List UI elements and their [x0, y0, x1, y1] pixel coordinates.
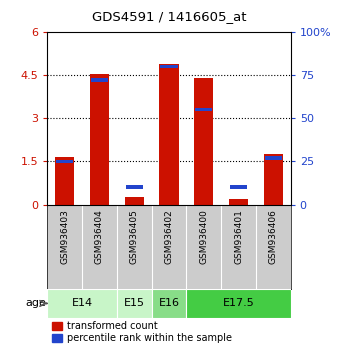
Bar	[186, 289, 291, 318]
Text: GSM936403: GSM936403	[60, 209, 69, 264]
Bar	[160, 64, 178, 205]
Text: GSM936406: GSM936406	[269, 209, 278, 264]
Bar	[194, 79, 213, 205]
Bar	[125, 196, 144, 205]
Bar	[117, 289, 152, 318]
Bar	[195, 108, 212, 112]
Bar	[90, 74, 109, 205]
Bar	[161, 64, 177, 68]
Text: GDS4591 / 1416605_at: GDS4591 / 1416605_at	[92, 10, 246, 23]
Text: age: age	[26, 298, 47, 308]
Text: E16: E16	[159, 298, 179, 308]
Text: GSM936400: GSM936400	[199, 209, 208, 264]
Bar	[91, 78, 108, 82]
Legend: transformed count, percentile rank within the sample: transformed count, percentile rank withi…	[52, 321, 232, 343]
Bar	[264, 154, 283, 205]
Text: GSM936401: GSM936401	[234, 209, 243, 264]
Text: E17.5: E17.5	[223, 298, 255, 308]
Bar	[230, 185, 247, 189]
Text: GSM936404: GSM936404	[95, 209, 104, 264]
Bar	[47, 289, 117, 318]
Bar	[265, 156, 282, 160]
Text: GSM936402: GSM936402	[165, 209, 173, 264]
Text: E15: E15	[124, 298, 145, 308]
Text: GSM936405: GSM936405	[130, 209, 139, 264]
Text: E14: E14	[72, 298, 93, 308]
Bar	[229, 199, 248, 205]
Bar	[56, 160, 73, 163]
Bar	[55, 157, 74, 205]
Bar	[126, 185, 143, 189]
Bar	[152, 289, 186, 318]
